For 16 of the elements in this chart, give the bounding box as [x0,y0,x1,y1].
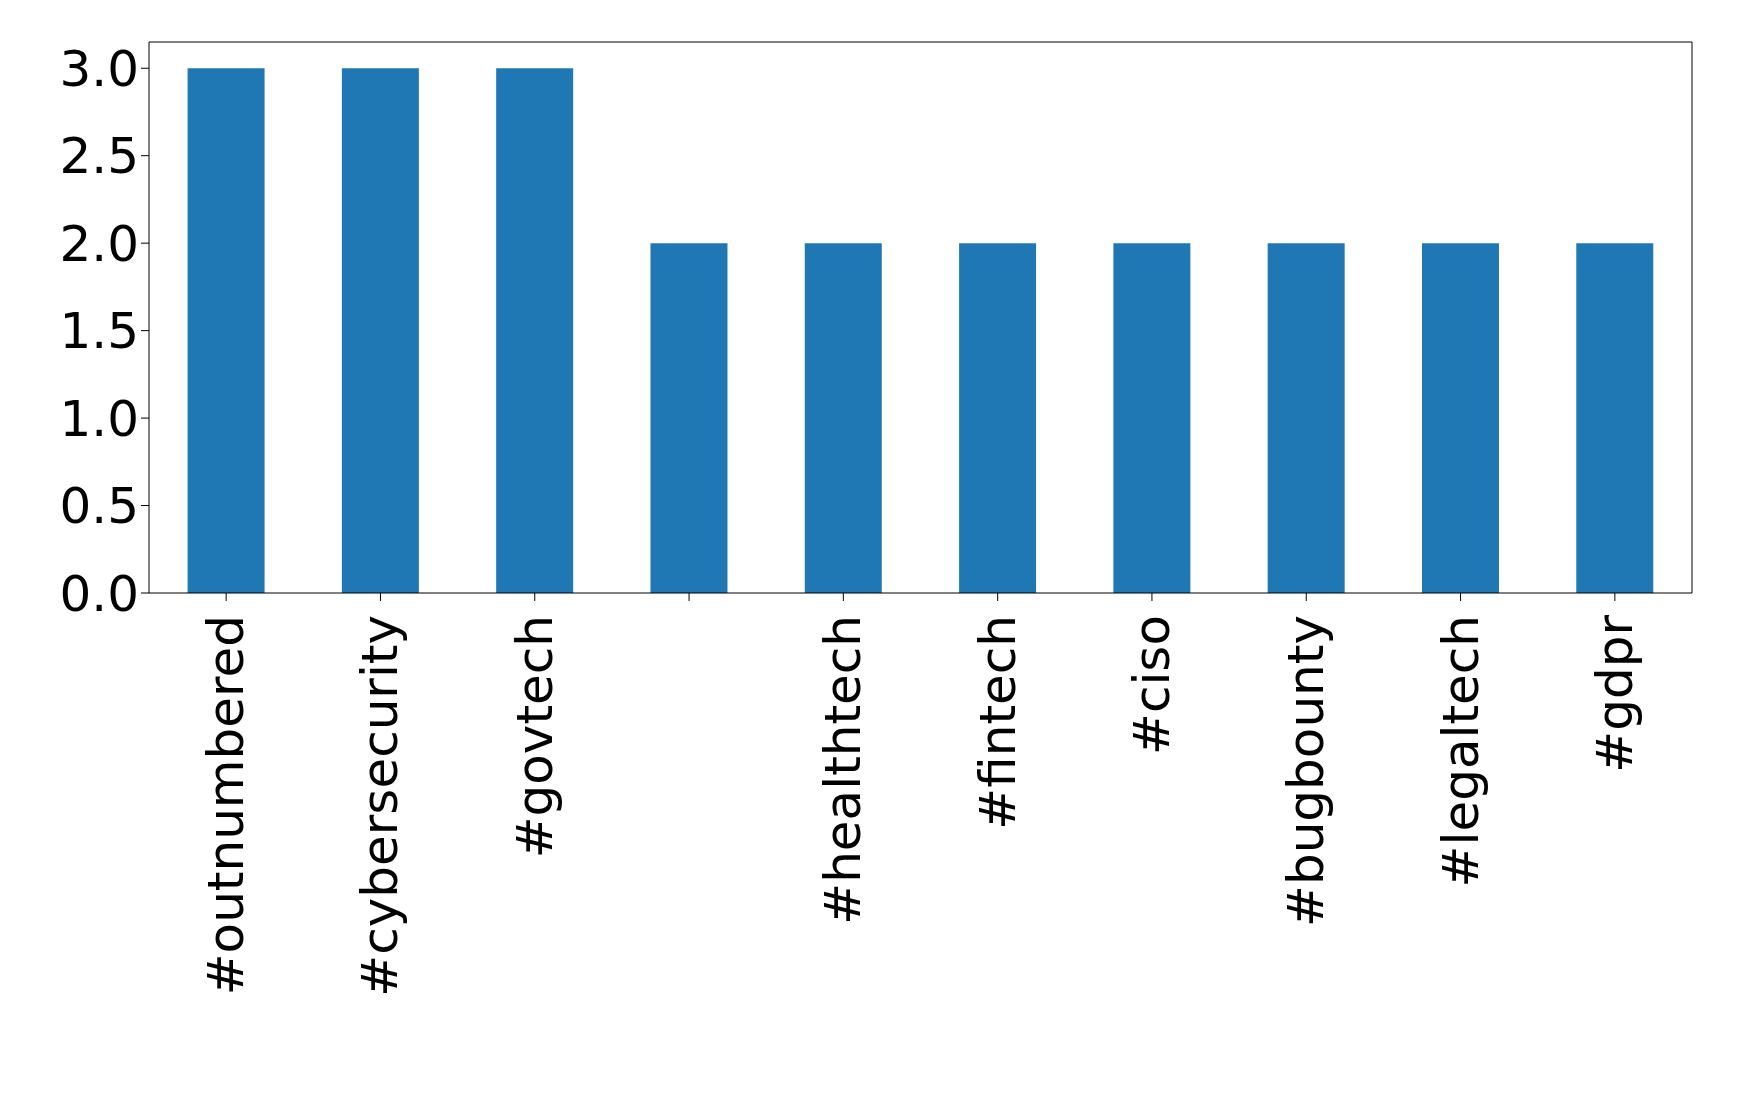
y-tick-label: 2.5 [59,127,139,186]
x-tick-label: #cybersecurity [351,615,410,997]
y-tick-label: 0.5 [59,477,139,536]
y-tick-label: 3.0 [59,39,139,98]
x-tick-label: #govtech [505,615,564,859]
y-tick-label: 0.0 [59,564,139,623]
x-tick-label: #fintech [968,615,1027,830]
x-tick-label: #outnumbered [197,615,256,996]
y-tick-label: 1.5 [59,302,139,361]
y-tick-label: 2.0 [59,214,139,273]
y-tick-label: 1.0 [59,389,139,448]
x-tick-label: #healthtech [814,615,873,925]
x-tick-label: #bugbounty [1277,615,1336,927]
x-tick-label: #gdpr [1585,614,1644,773]
x-tick-label: #ciso [1122,615,1181,755]
x-tick-label: #legaltech [1431,615,1490,888]
